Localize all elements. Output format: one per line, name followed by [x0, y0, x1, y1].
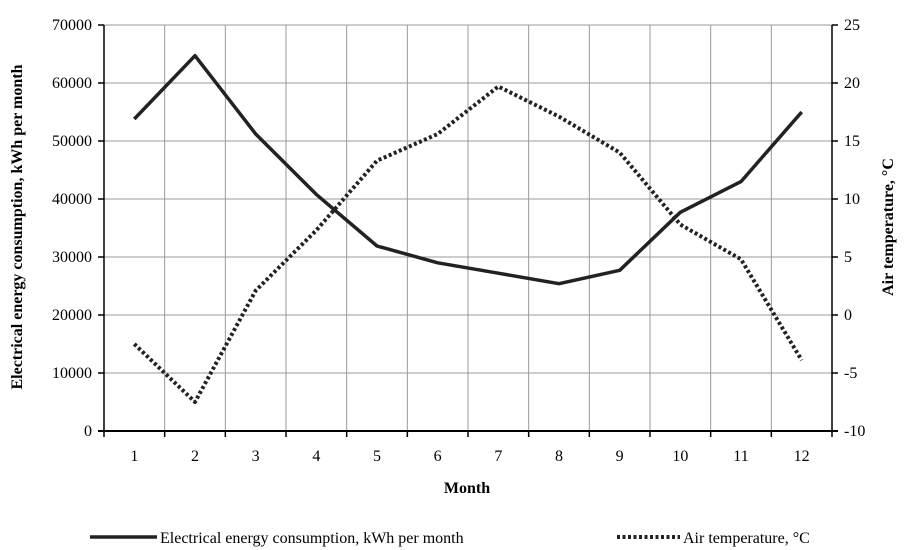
x-tick-label: 8	[555, 448, 563, 465]
tick-labels: 0 10000 20000 30000 40000 50000 60000 70000 -10 -…	[52, 17, 865, 465]
x-axis-title: Month	[444, 480, 490, 497]
y-right-tick-label: -10	[844, 423, 865, 440]
y-right-tick-label: 10	[844, 191, 860, 208]
x-tick-label: 1	[130, 448, 138, 465]
x-tick-label: 2	[191, 448, 199, 465]
y-axis-left-title: Electrical energy consumption, kWh per m…	[9, 64, 26, 389]
y-left-tick-label: 0	[84, 423, 92, 440]
y-right-tick-label: 25	[844, 17, 860, 34]
y-left-tick-label: 20000	[52, 307, 92, 324]
x-tick-label: 3	[252, 448, 260, 465]
legend: Electrical energy consumption, kWh per m…	[90, 530, 810, 547]
y-left-tick-label: 70000	[52, 17, 92, 34]
y-left-tick-label: 10000	[52, 365, 92, 382]
y-right-tick-label: -5	[844, 365, 857, 382]
y-right-tick-label: 20	[844, 75, 860, 92]
x-tick-label: 9	[616, 448, 624, 465]
y-right-tick-label: 5	[844, 249, 852, 266]
legend-label-energy: Electrical energy consumption, kWh per m…	[160, 530, 464, 547]
x-tick-label: 11	[733, 448, 748, 465]
x-tick-label: 6	[434, 448, 442, 465]
legend-label-temperature: Air temperature, °C	[683, 530, 810, 547]
y-axis-right-title: Air temperature, °C	[880, 158, 897, 296]
y-left-tick-label: 30000	[52, 249, 92, 266]
y-right-tick-label: 15	[844, 133, 860, 150]
x-tick-label: 7	[494, 448, 502, 465]
axes	[98, 24, 838, 437]
series-line-energy	[133, 53, 804, 286]
x-tick-label: 12	[794, 448, 810, 465]
y-left-tick-label: 60000	[52, 75, 92, 92]
x-tick-label: 5	[373, 448, 381, 465]
x-tick-label: 4	[312, 448, 320, 465]
x-tick-label: 10	[672, 448, 688, 465]
y-right-tick-label: 0	[844, 307, 852, 324]
series-line-temperature	[132, 84, 804, 404]
series-lines	[132, 53, 804, 404]
y-left-tick-label: 50000	[52, 133, 92, 150]
gridlines	[104, 24, 833, 431]
y-left-tick-label: 40000	[52, 191, 92, 208]
